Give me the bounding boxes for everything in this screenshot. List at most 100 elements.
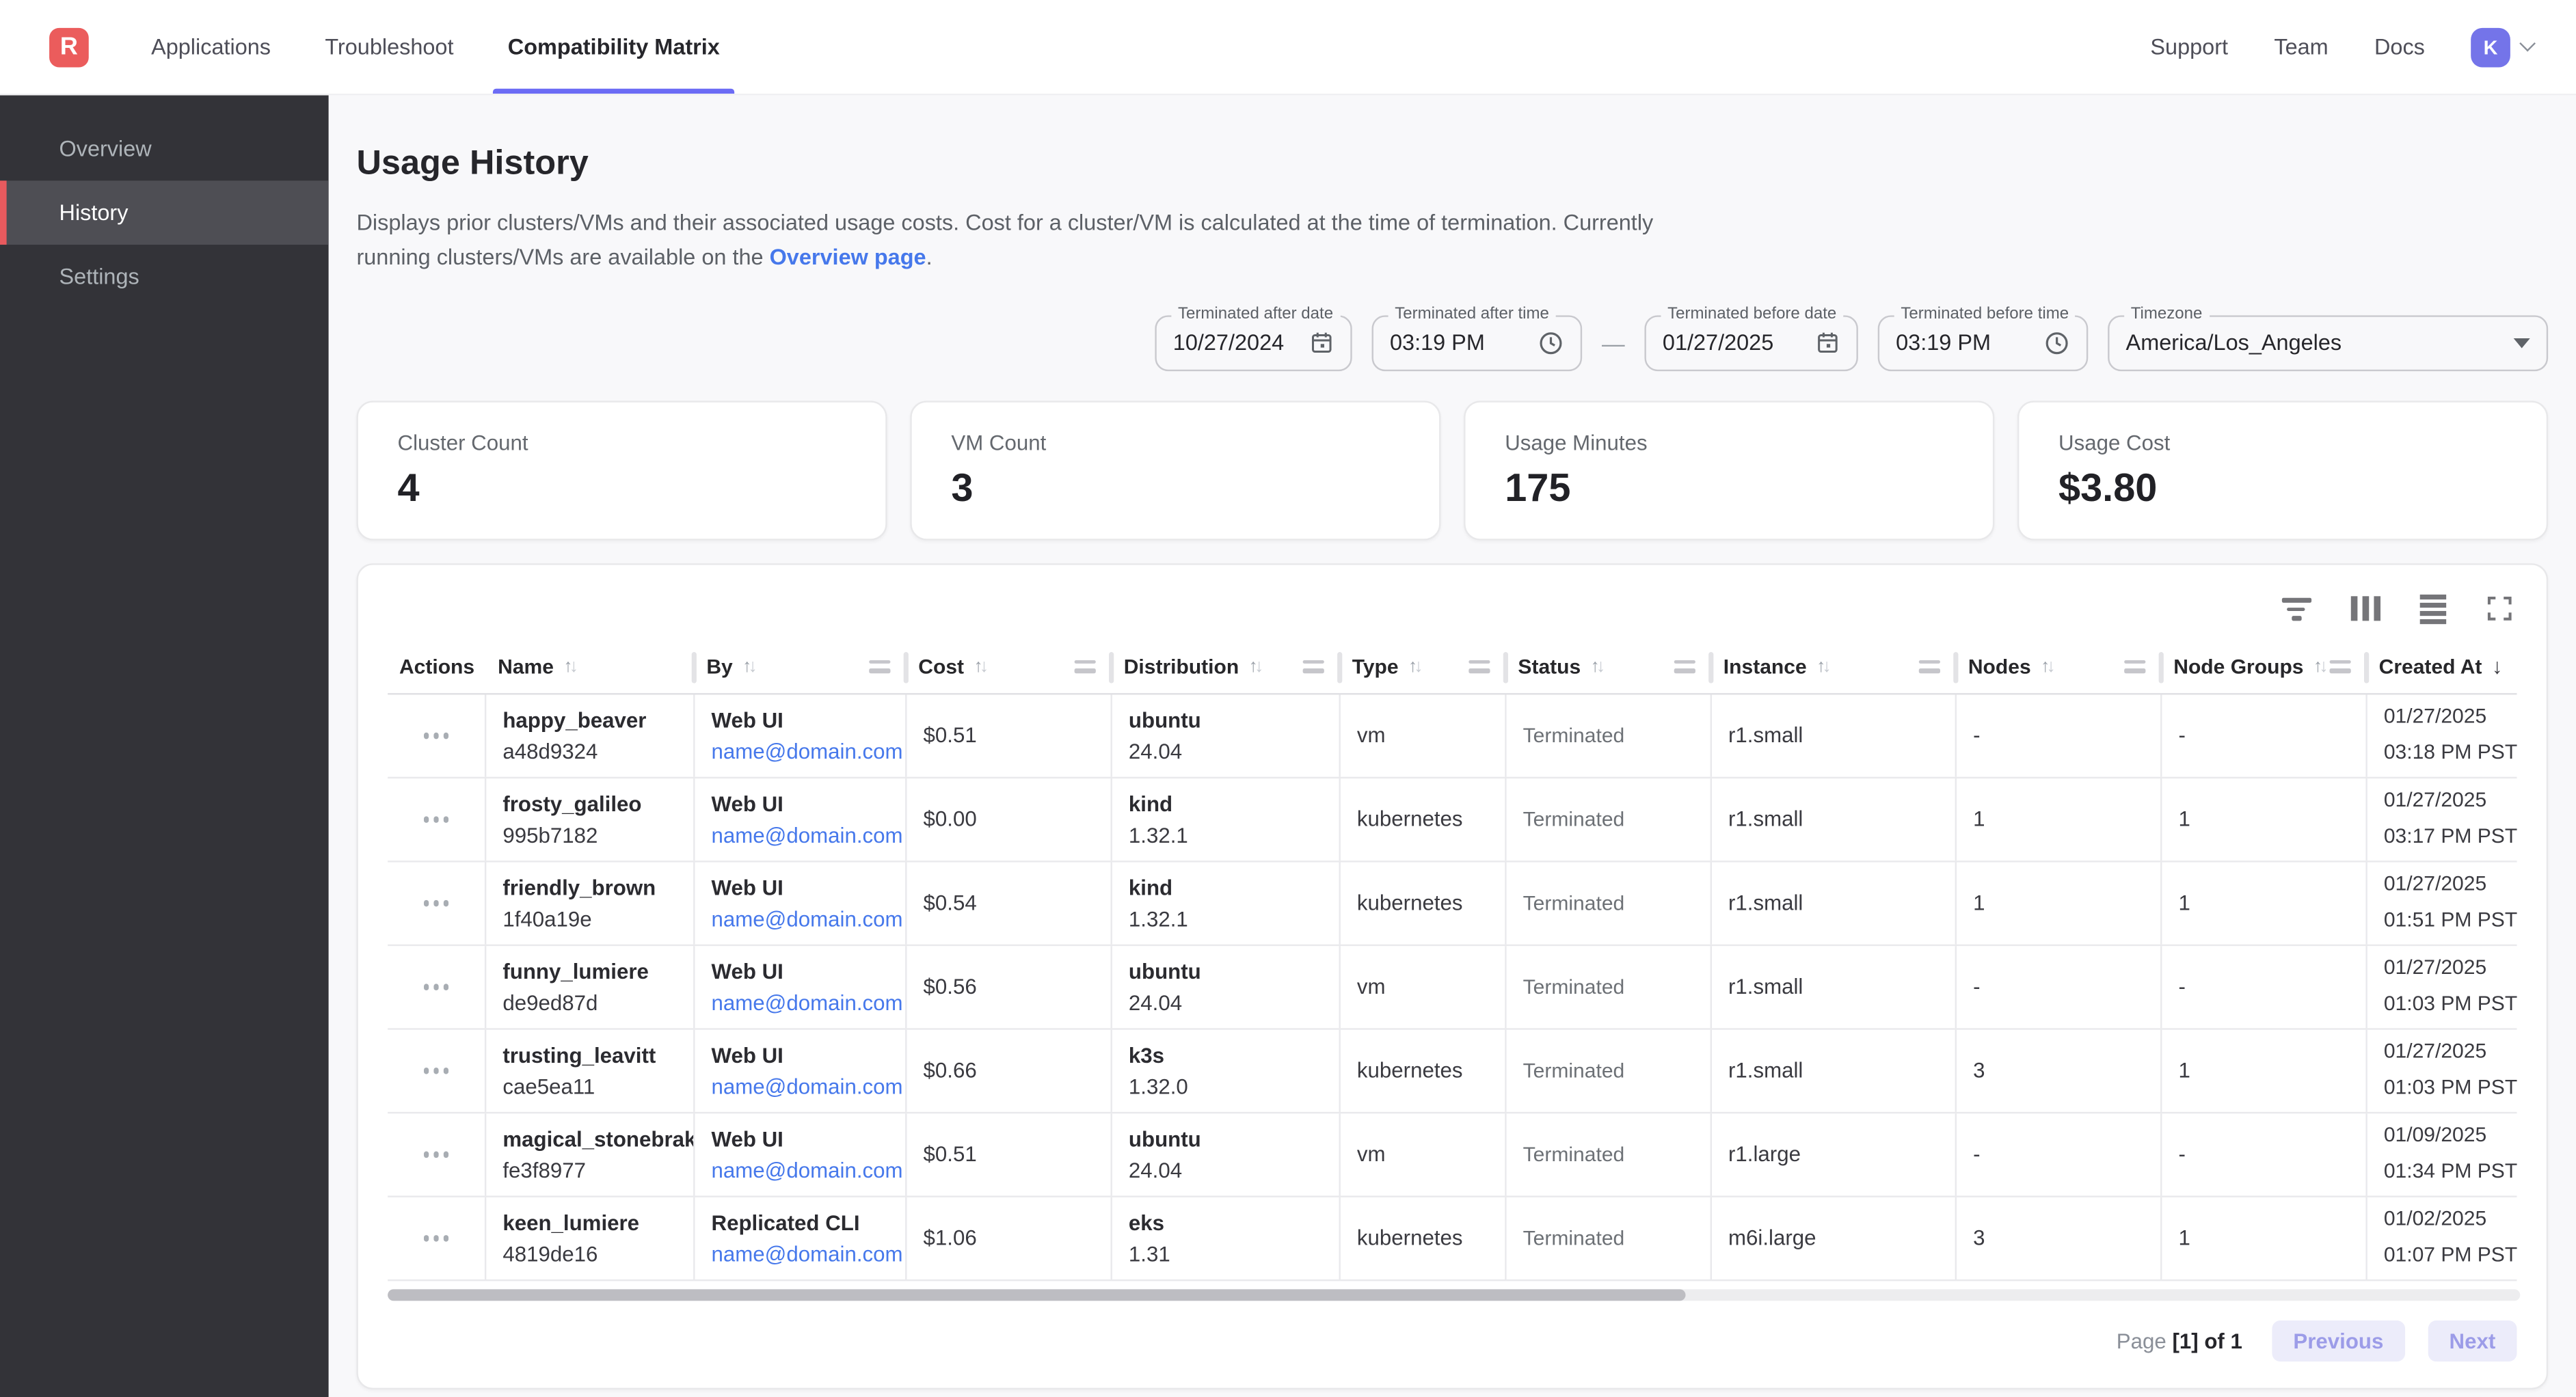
tab-compatibility-matrix[interactable]: Compatibility Matrix xyxy=(493,0,735,94)
row-actions-button[interactable] xyxy=(423,900,449,906)
nav-link-docs[interactable]: Docs xyxy=(2374,34,2425,59)
by-cell: Web UI name@domain.com xyxy=(695,862,907,945)
created-at-cell: 01/27/2025 03:18 PM PST xyxy=(2383,705,2518,764)
column-header-created-at[interactable]: Created At ↓ xyxy=(2364,640,2550,693)
sidebar-item-overview[interactable]: Overview xyxy=(59,136,152,161)
column-separator xyxy=(691,651,697,683)
tab-applications[interactable]: Applications xyxy=(151,34,271,59)
date-range-separator: — xyxy=(1601,329,1625,357)
column-menu-icon[interactable] xyxy=(1468,660,1490,673)
email-link[interactable]: name@domain.com xyxy=(711,822,903,847)
avatar: K xyxy=(2471,27,2510,67)
column-separator xyxy=(1109,651,1114,683)
clock-icon[interactable] xyxy=(2043,330,2069,356)
tab-troubleshoot[interactable]: Troubleshoot xyxy=(325,34,454,59)
sidebar-item-history[interactable]: History xyxy=(0,180,329,245)
column-separator xyxy=(2158,651,2164,683)
column-menu-icon[interactable] xyxy=(869,660,891,673)
row-actions-button[interactable] xyxy=(423,816,449,822)
terminated-before-time-value[interactable]: 03:19 PM xyxy=(1896,330,1991,355)
node-groups-cell: 1 xyxy=(2162,1029,2367,1112)
email-link[interactable]: name@domain.com xyxy=(711,1074,903,1099)
usage-history-table-card: Actions Name ↑↓ By ↑↓ Cost xyxy=(356,562,2550,1389)
nav-tabs: Applications Troubleshoot Compatibility … xyxy=(136,0,759,94)
next-page-button[interactable]: Next xyxy=(2428,1320,2517,1361)
scrollbar-thumb[interactable] xyxy=(388,1289,1686,1301)
timezone-select[interactable]: Timezone America/Los_Angeles xyxy=(2108,305,2549,371)
filter-icon[interactable] xyxy=(2278,595,2314,623)
calendar-icon[interactable] xyxy=(1815,331,1840,355)
cost-cell: $0.00 xyxy=(907,778,1112,860)
sort-desc-icon[interactable]: ↓ xyxy=(2491,654,2503,679)
column-header-cost[interactable]: Cost ↑↓ xyxy=(903,640,1112,693)
horizontal-scrollbar[interactable] xyxy=(388,1289,2521,1301)
cost-cell: $0.54 xyxy=(907,862,1112,945)
sort-icon[interactable]: ↑↓ xyxy=(1248,656,1263,677)
email-link[interactable]: name@domain.com xyxy=(711,1157,903,1182)
column-menu-icon[interactable] xyxy=(1674,660,1695,673)
columns-icon[interactable] xyxy=(2347,593,2384,625)
clock-icon[interactable] xyxy=(1538,330,1564,356)
replicated-logo-icon[interactable]: R xyxy=(49,27,89,67)
row-actions-button[interactable] xyxy=(423,1068,449,1074)
email-link[interactable]: name@domain.com xyxy=(711,739,903,764)
column-header-status[interactable]: Status ↑↓ xyxy=(1503,640,1712,693)
sort-icon[interactable]: ↑↓ xyxy=(1408,656,1423,677)
sidebar-item-settings[interactable]: Settings xyxy=(59,264,139,289)
page-info: Page [1] of 1 xyxy=(2116,1328,2242,1353)
column-separator xyxy=(1503,651,1509,683)
timezone-value[interactable]: America/Los_Angeles xyxy=(2125,330,2342,355)
page-description: Displays prior clusters/VMs and their as… xyxy=(356,210,1654,269)
email-link[interactable]: name@domain.com xyxy=(711,990,903,1015)
sort-icon[interactable]: ↑↓ xyxy=(2041,656,2055,677)
column-header-distribution[interactable]: Distribution ↑↓ xyxy=(1109,640,1341,693)
name-cell: friendly_brown 1f40a19e xyxy=(486,862,695,945)
fullscreen-icon[interactable] xyxy=(2482,592,2517,626)
column-header-name[interactable]: Name ↑↓ xyxy=(498,655,578,679)
column-menu-icon[interactable] xyxy=(1302,660,1324,673)
column-menu-icon[interactable] xyxy=(2329,660,2351,673)
terminated-after-time-field[interactable]: Terminated after time 03:19 PM xyxy=(1371,305,1583,371)
email-link[interactable]: name@domain.com xyxy=(711,906,903,932)
column-header-nodes[interactable]: Nodes ↑↓ xyxy=(1953,640,2162,693)
column-header-type[interactable]: Type ↑↓ xyxy=(1337,640,1507,693)
sort-icon[interactable]: ↑↓ xyxy=(2313,656,2328,677)
column-menu-icon[interactable] xyxy=(1074,660,1096,673)
overview-page-link[interactable]: Overview page xyxy=(769,244,926,269)
terminated-after-time-value[interactable]: 03:19 PM xyxy=(1389,330,1485,355)
node-groups-cell: - xyxy=(2162,945,2367,1028)
row-actions-button[interactable] xyxy=(423,1235,449,1241)
email-link[interactable]: name@domain.com xyxy=(711,1241,903,1266)
sort-icon[interactable]: ↑↓ xyxy=(1590,656,1605,677)
column-header-node-groups[interactable]: Node Groups ↑↓ xyxy=(2158,640,2367,693)
sort-icon[interactable]: ↑↓ xyxy=(742,656,757,677)
column-menu-icon[interactable] xyxy=(1918,660,1941,673)
terminated-after-date-field[interactable]: Terminated after date 10/27/2024 xyxy=(1155,305,1352,371)
nav-link-team[interactable]: Team xyxy=(2274,34,2329,59)
row-actions-button[interactable] xyxy=(423,732,449,739)
row-actions-button[interactable] xyxy=(423,1151,449,1158)
name-cell: magical_stonebraker fe3f8977 xyxy=(486,1113,695,1196)
node-groups-cell: - xyxy=(2162,694,2367,777)
column-header-instance[interactable]: Instance ↑↓ xyxy=(1708,640,1957,693)
nav-link-support[interactable]: Support xyxy=(2150,34,2229,59)
terminated-before-time-field[interactable]: Terminated before time 03:19 PM xyxy=(1877,305,2089,371)
column-menu-icon[interactable] xyxy=(2124,660,2146,673)
column-header-by[interactable]: By ↑↓ xyxy=(691,640,907,693)
page-title: Usage History xyxy=(356,144,589,182)
terminated-before-date-field[interactable]: Terminated before date 01/27/2025 xyxy=(1644,305,1858,371)
terminated-before-date-value[interactable]: 01/27/2025 xyxy=(1662,330,1774,355)
terminated-after-date-value[interactable]: 10/27/2024 xyxy=(1172,330,1285,355)
calendar-icon[interactable] xyxy=(1309,331,1334,355)
nodes-cell: 1 xyxy=(1957,862,2162,945)
sort-icon[interactable]: ↑↓ xyxy=(1816,656,1831,677)
row-actions-button[interactable] xyxy=(423,984,449,990)
previous-page-button[interactable]: Previous xyxy=(2272,1320,2405,1361)
sort-icon[interactable]: ↑↓ xyxy=(974,656,988,677)
created-at-cell: 01/27/2025 01:51 PM PST xyxy=(2383,872,2518,932)
density-icon[interactable] xyxy=(2417,591,2450,627)
sort-icon[interactable]: ↑↓ xyxy=(563,656,578,677)
user-menu[interactable]: K xyxy=(2471,27,2536,67)
node-groups-cell: - xyxy=(2162,1113,2367,1196)
distribution-cell: eks 1.31 xyxy=(1112,1197,1341,1279)
